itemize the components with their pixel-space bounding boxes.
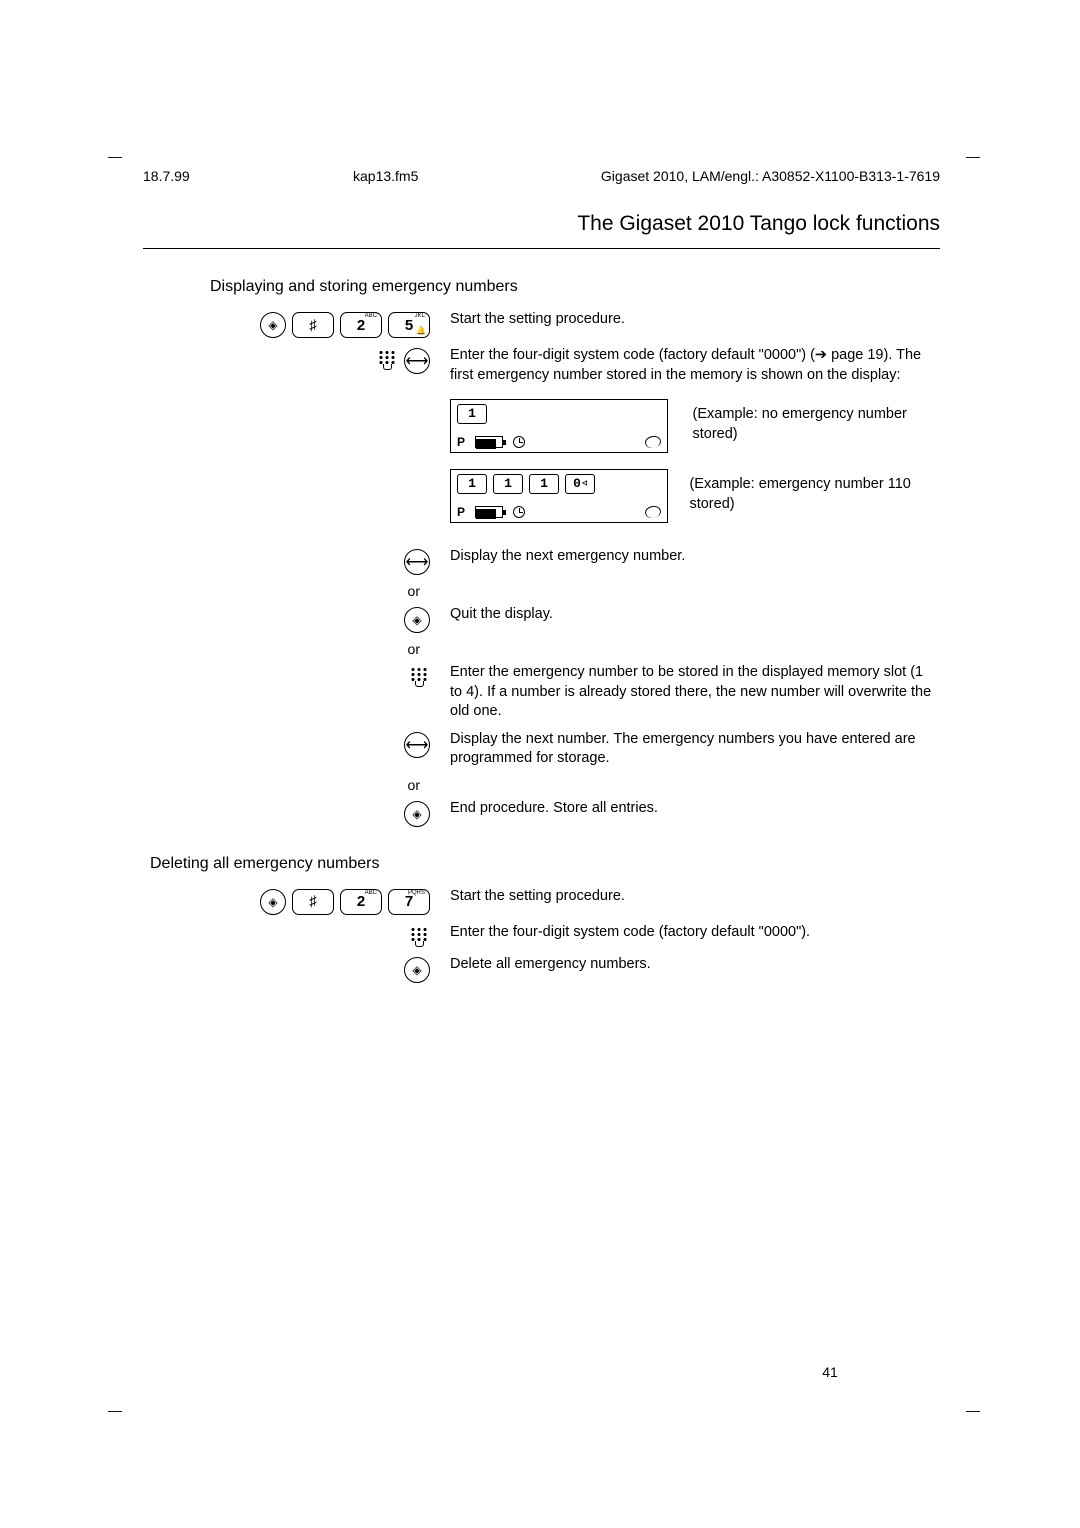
header-row: 18.7.99 kap13.fm5 Gigaset 2010, LAM/engl…: [143, 168, 940, 184]
clock-icon: [513, 436, 525, 448]
lcd-box: 1 1 1 0◁ P: [450, 469, 668, 523]
lcd-example-1: 1 P (Example: no emergency number stored…: [450, 399, 935, 453]
s2-step2-text: Enter the four-digit system code (factor…: [450, 923, 935, 947]
diamond-key: ◈: [404, 607, 430, 633]
key-sequence: ◈ ♯ ABC2 PQRS7: [210, 887, 450, 915]
lcd-digit: 1: [529, 474, 559, 494]
lcd-digit: 1: [457, 474, 487, 494]
hash-icon: ♯: [309, 893, 317, 910]
key-7-main: 7: [405, 893, 413, 910]
key-sequence: ◈ ♯ ABC2 JKL5🔔: [210, 310, 450, 338]
section2-heading: Deleting all emergency numbers: [150, 855, 935, 873]
content-area: Displaying and storing emergency numbers…: [210, 278, 935, 991]
key-2-sup: ABC: [365, 890, 377, 896]
step-row: ⟷ Display the next number. The emergency…: [210, 730, 935, 769]
step6-text: Display the next number. The emergency n…: [450, 730, 935, 769]
section1-heading: Displaying and storing emergency numbers: [210, 278, 935, 296]
redial-key: ⟷: [404, 549, 430, 575]
step-row: ⟷ Display the next emergency number.: [210, 547, 935, 575]
clock-icon: [513, 506, 525, 518]
redial-icon: ⟷: [406, 735, 429, 755]
key-2: ABC2: [340, 889, 382, 915]
diamond-icon: ◈: [268, 318, 277, 332]
diamond-key: ◈: [260, 312, 286, 338]
crop-mark-br: —: [966, 1402, 980, 1418]
hash-key: ♯: [292, 312, 334, 338]
diamond-icon: ◈: [268, 895, 277, 909]
key-sequence: ⟷: [210, 346, 450, 385]
key-2: ABC2: [340, 312, 382, 338]
s2-step3-text: Delete all emergency numbers.: [450, 955, 935, 983]
lcd-row: 1 P (Example: no emergency number stored…: [210, 393, 935, 539]
lcd-note: (Example: no emergency number stored): [675, 399, 936, 453]
s2-step1-text: Start the setting procedure.: [450, 887, 935, 915]
redial-key: ⟷: [404, 732, 430, 758]
step2-text: Enter the four-digit system code (factor…: [450, 346, 935, 385]
key-5-main: 5: [405, 317, 413, 334]
step4-text: Quit the display.: [450, 605, 935, 633]
speaker-icon: ◁: [582, 479, 587, 490]
header-docref: Gigaset 2010, LAM/engl.: A30852-X1100-B3…: [558, 168, 940, 184]
page-title: The Gigaset 2010 Tango lock functions: [143, 212, 940, 249]
diamond-icon: ◈: [412, 807, 421, 821]
step-row: ◈ End procedure. Store all entries.: [210, 799, 935, 827]
step-row: ◈ Delete all emergency numbers.: [210, 955, 935, 983]
step-row: Enter the four-digit system code (factor…: [210, 923, 935, 947]
page-number: 41: [290, 1364, 1080, 1380]
hash-icon: ♯: [309, 317, 317, 334]
diamond-key: ◈: [404, 801, 430, 827]
step-row: Enter the emergency number to be stored …: [210, 663, 935, 722]
battery-icon: [475, 506, 503, 518]
header-file: kap13.fm5: [353, 168, 558, 184]
crop-mark-bl: —: [108, 1402, 122, 1418]
diamond-key: ◈: [404, 957, 430, 983]
hash-key: ♯: [292, 889, 334, 915]
step-row: ◈ Quit the display.: [210, 605, 935, 633]
step-row: ◈ ♯ ABC2 JKL5🔔 Start the setting procedu…: [210, 310, 935, 338]
key-2-sup: ABC: [365, 313, 377, 319]
bell-icon: 🔔: [416, 326, 426, 335]
battery-icon: [475, 436, 503, 448]
crop-mark-tr: —: [966, 148, 980, 164]
keypad-icon: [376, 348, 398, 370]
step3-text: Display the next emergency number.: [450, 547, 935, 575]
step1-text: Start the setting procedure.: [450, 310, 935, 338]
key-2-main: 2: [357, 317, 365, 334]
step-row: ⟷ Enter the four-digit system code (fact…: [210, 346, 935, 385]
diamond-icon: ◈: [412, 613, 421, 627]
or-text: or: [210, 777, 450, 793]
diamond-key: ◈: [260, 889, 286, 915]
handset-icon: [644, 505, 662, 520]
lcd-example-2: 1 1 1 0◁ P (Examp: [450, 469, 935, 523]
key-5: JKL5🔔: [388, 312, 430, 338]
header-date: 18.7.99: [143, 168, 353, 184]
key-5-sup: JKL: [415, 313, 425, 319]
or-text: or: [210, 583, 450, 599]
lcd-p: P: [457, 434, 465, 450]
key-2-main: 2: [357, 893, 365, 910]
or-text: or: [210, 641, 450, 657]
handset-icon: [644, 435, 662, 450]
keypad-icon: [408, 925, 430, 947]
lcd-digit: 0◁: [565, 474, 595, 494]
step-row: ◈ ♯ ABC2 PQRS7 Start the setting procedu…: [210, 887, 935, 915]
key-7-sup: PQRS: [408, 890, 425, 896]
redial-icon: ⟷: [406, 552, 429, 572]
redial-key: ⟷: [404, 348, 430, 374]
step5-text: Enter the emergency number to be stored …: [450, 663, 935, 722]
lcd-digit: 1: [457, 404, 487, 424]
keypad-icon: [408, 665, 430, 687]
lcd-box: 1 P: [450, 399, 668, 453]
redial-icon: ⟷: [406, 351, 429, 371]
lcd-p: P: [457, 504, 465, 520]
key-7: PQRS7: [388, 889, 430, 915]
step7-text: End procedure. Store all entries.: [450, 799, 935, 827]
crop-mark-tl: —: [108, 148, 122, 164]
diamond-icon: ◈: [412, 963, 421, 977]
lcd-digit: 1: [493, 474, 523, 494]
lcd-note: (Example: emergency number 110 stored): [671, 469, 935, 523]
